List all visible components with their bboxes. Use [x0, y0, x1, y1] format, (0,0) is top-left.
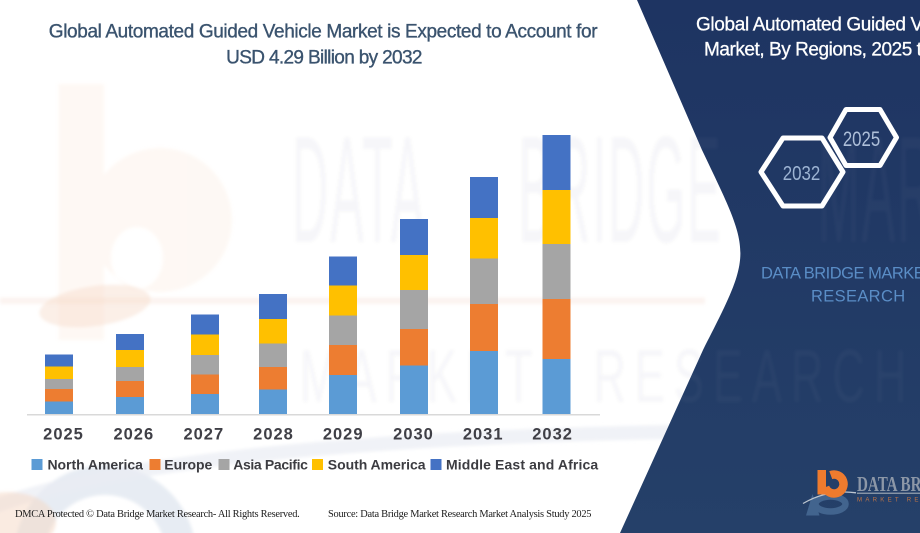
svg-text:Global Automated Guided Vehicl: Global Automated Guided Vehicle — [696, 14, 920, 35]
svg-text:RESEARCH: RESEARCH — [811, 288, 906, 306]
svg-text:2025: 2025 — [43, 425, 84, 443]
svg-text:2025: 2025 — [843, 128, 880, 151]
svg-text:2028: 2028 — [253, 425, 294, 443]
svg-text:DMCA Protected © Data Bridge M: DMCA Protected © Data Bridge Market Rese… — [15, 509, 300, 520]
svg-text:Middle East and Africa: Middle East and Africa — [446, 457, 598, 473]
svg-text:Asia Pacific: Asia Pacific — [233, 457, 308, 473]
svg-text:2032: 2032 — [532, 425, 573, 443]
svg-text:2031: 2031 — [463, 425, 504, 443]
svg-text:2026: 2026 — [113, 425, 154, 443]
svg-text:2027: 2027 — [183, 425, 224, 443]
svg-text:Europe: Europe — [164, 457, 212, 473]
svg-text:Global Automated Guided Vehicl: Global Automated Guided Vehicle Market i… — [49, 21, 598, 42]
svg-text:DATA BRIDGE MARKET: DATA BRIDGE MARKET — [761, 265, 920, 283]
svg-text:DATA BRIDGE: DATA BRIDGE — [857, 473, 920, 496]
svg-text:2030: 2030 — [393, 425, 434, 443]
svg-text:USD 4.29 Billion by 2032: USD 4.29 Billion by 2032 — [226, 48, 422, 69]
svg-text:North America: North America — [48, 457, 144, 473]
svg-text:Market, By Regions, 2025 to 20: Market, By Regions, 2025 to 2032 — [704, 39, 920, 60]
svg-text:South America: South America — [328, 457, 426, 473]
svg-text:2029: 2029 — [323, 425, 364, 443]
svg-text:Source: Data Bridge Market Res: Source: Data Bridge Market Research Mark… — [328, 509, 591, 520]
svg-text:2032: 2032 — [783, 161, 821, 184]
svg-text:MARKET RESEARCH: MARKET RESEARCH — [857, 496, 920, 503]
